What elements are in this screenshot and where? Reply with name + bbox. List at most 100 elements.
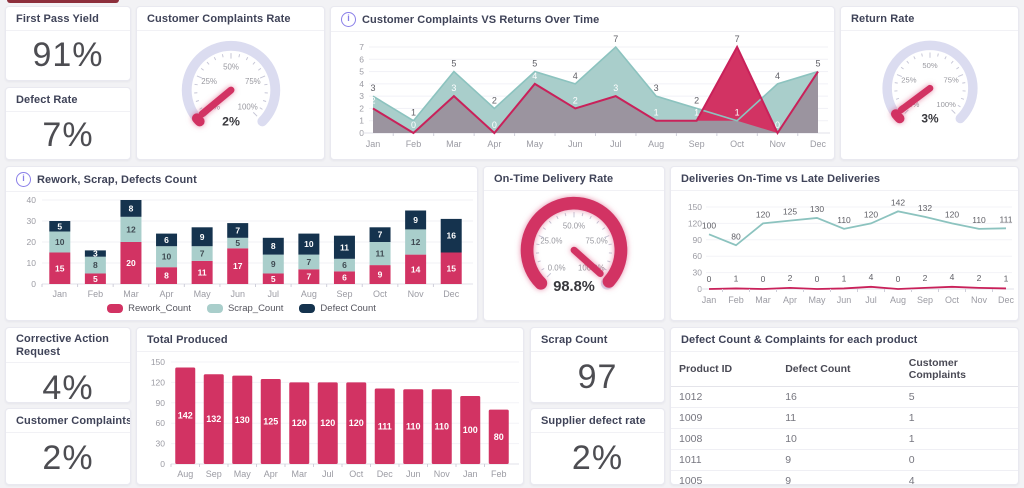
svg-text:100%: 100% (936, 100, 956, 109)
svg-text:11: 11 (198, 267, 207, 277)
svg-text:142: 142 (178, 411, 193, 421)
svg-text:0: 0 (160, 459, 165, 469)
svg-text:Nov: Nov (434, 469, 451, 479)
svg-text:1: 1 (654, 108, 659, 118)
svg-text:May: May (194, 289, 212, 299)
rework-scrap-defects-stacked-bar-chart[interactable]: 01020304015105Jan583Feb20128Mar8106Apr11… (6, 192, 477, 302)
svg-text:2%: 2% (222, 115, 240, 129)
svg-text:0: 0 (775, 120, 780, 130)
svg-text:75%: 75% (244, 77, 260, 86)
table-cell: 1 (900, 428, 1018, 450)
svg-text:3: 3 (613, 83, 618, 93)
legend-item[interactable]: Defect Count (299, 303, 376, 314)
svg-text:May: May (808, 295, 826, 305)
legend-chip-icon (107, 304, 124, 313)
svg-text:132: 132 (918, 203, 932, 213)
svg-text:14: 14 (411, 264, 421, 274)
table-row[interactable]: 1012 16 5 (671, 386, 1018, 408)
table-cell: 1009 (671, 407, 778, 429)
svg-text:60: 60 (693, 251, 703, 261)
svg-text:0.0%: 0.0% (548, 263, 566, 272)
svg-text:Sep: Sep (206, 469, 222, 479)
total-produced-bar-chart[interactable]: 0 30 60 90 120 150 142 Aug 132 Sep 130 May 125 Apr 120… (137, 352, 523, 484)
column-header[interactable]: Defect Count (777, 352, 901, 387)
svg-text:142: 142 (891, 197, 905, 207)
table-cell: 4 (900, 470, 1018, 484)
svg-text:7: 7 (735, 34, 740, 44)
card-title: Defect Count & Complaints for each produ… (681, 334, 918, 346)
return-rate-gauge[interactable]: 0% 25% 50% 75% 100% 3% (844, 33, 1016, 153)
svg-text:Aug: Aug (301, 289, 317, 299)
column-header[interactable]: Product ID (671, 352, 778, 387)
table-cell: 16 (777, 386, 901, 408)
svg-text:Apr: Apr (264, 469, 278, 479)
card-title: Supplier defect rate (541, 415, 646, 427)
svg-text:2: 2 (977, 273, 982, 283)
svg-text:Jan: Jan (366, 139, 381, 149)
svg-text:1: 1 (359, 116, 364, 126)
svg-text:120: 120 (151, 377, 165, 387)
scrap-count-card: Scrap Count 97 (530, 327, 665, 403)
legend-item[interactable]: Rework_Count (107, 303, 191, 314)
svg-text:Mar: Mar (123, 289, 139, 299)
info-icon[interactable]: i (341, 12, 356, 27)
svg-text:1: 1 (842, 273, 847, 283)
svg-text:2: 2 (492, 95, 497, 105)
kpi-value: 2% (42, 439, 94, 477)
svg-text:9: 9 (200, 232, 205, 242)
svg-text:0%: 0% (908, 100, 919, 109)
svg-text:7: 7 (200, 249, 205, 259)
svg-text:120: 120 (292, 418, 307, 428)
svg-text:125: 125 (783, 207, 797, 217)
info-icon[interactable]: i (16, 172, 31, 187)
svg-text:16: 16 (446, 231, 456, 241)
svg-text:Jan: Jan (702, 295, 717, 305)
svg-text:2: 2 (573, 95, 578, 105)
svg-text:111: 111 (378, 421, 392, 431)
svg-text:Aug: Aug (648, 139, 664, 149)
card-title: Customer Complaints (16, 415, 131, 427)
svg-text:100: 100 (463, 425, 478, 435)
table-row[interactable]: 1005 9 4 (671, 470, 1018, 484)
svg-text:Jun: Jun (568, 139, 583, 149)
card-title: Defect Rate (16, 94, 78, 106)
svg-text:120: 120 (756, 209, 770, 219)
svg-text:25%: 25% (201, 77, 217, 86)
svg-text:5: 5 (271, 274, 276, 284)
legend-chip-icon (299, 304, 316, 313)
svg-text:Jul: Jul (610, 139, 622, 149)
svg-text:May: May (234, 469, 252, 479)
svg-text:Feb: Feb (728, 295, 744, 305)
svg-text:5: 5 (359, 67, 364, 77)
svg-text:9: 9 (413, 215, 418, 225)
svg-text:Feb: Feb (88, 289, 104, 299)
svg-text:8: 8 (93, 260, 98, 270)
svg-text:Apr: Apr (783, 295, 797, 305)
table-cell: 1008 (671, 428, 778, 450)
svg-text:Oct: Oct (349, 469, 364, 479)
svg-text:7: 7 (359, 42, 364, 52)
svg-text:Mar: Mar (755, 295, 771, 305)
legend-item[interactable]: Scrap_Count (206, 303, 283, 314)
svg-text:8: 8 (129, 203, 134, 213)
table-row[interactable]: 1011 9 0 (671, 449, 1018, 471)
svg-text:98.8%: 98.8% (553, 279, 595, 295)
table-row[interactable]: 1008 10 1 (671, 428, 1018, 450)
on-time-delivery-rate-gauge[interactable]: 0.0%25.0%50.0%75.0%100.0%98.8% (486, 193, 662, 317)
svg-text:0: 0 (761, 274, 766, 284)
customer-complaints-rate-gauge[interactable]: 0%25%50%75%100%2% (141, 33, 321, 157)
column-header[interactable]: Customer Complaints (900, 352, 1018, 387)
defect-rate-card: Defect Rate 7% (5, 87, 131, 160)
svg-text:20: 20 (27, 237, 37, 247)
svg-text:50%: 50% (922, 61, 937, 70)
svg-text:Jun: Jun (230, 289, 245, 299)
table-row[interactable]: 1009 11 1 (671, 407, 1018, 429)
kpi-value: 7% (42, 116, 94, 154)
svg-text:Aug: Aug (890, 295, 906, 305)
svg-text:7: 7 (378, 230, 383, 240)
svg-text:4: 4 (359, 79, 364, 89)
svg-text:75.0%: 75.0% (586, 237, 608, 246)
